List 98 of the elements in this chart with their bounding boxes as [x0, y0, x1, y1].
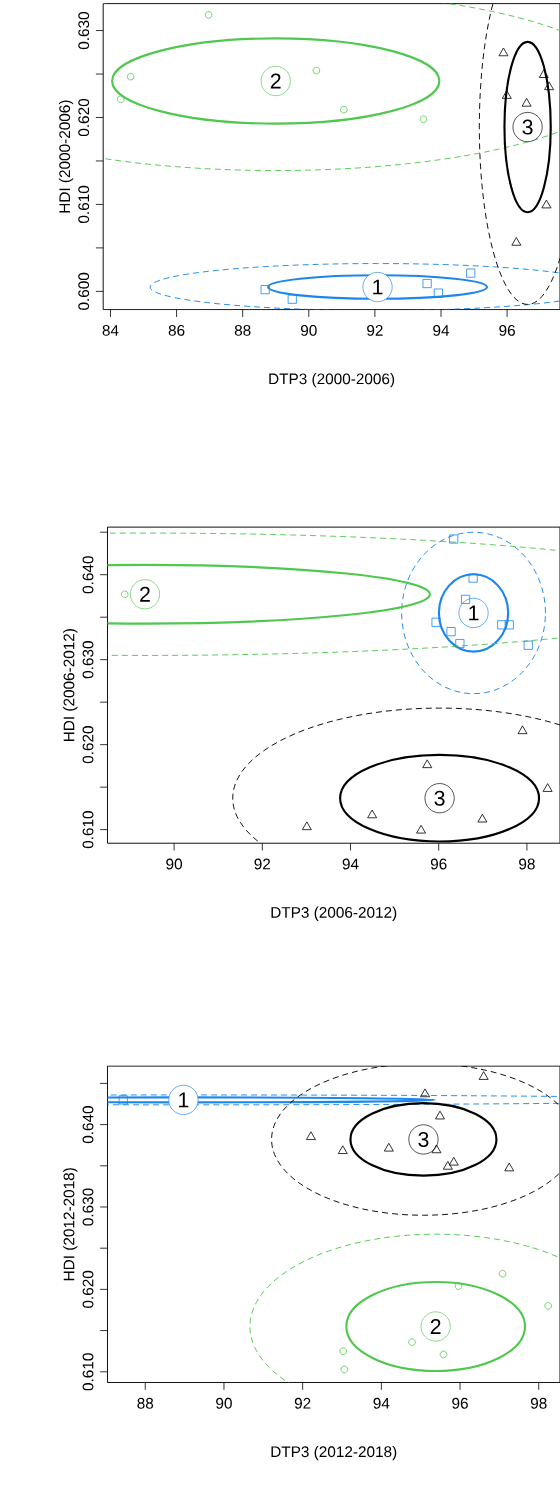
- point: [420, 1088, 430, 1098]
- point: [422, 759, 433, 769]
- point: [116, 95, 125, 103]
- point: [498, 47, 509, 57]
- point: [431, 617, 441, 627]
- point: [504, 1162, 515, 1172]
- point: [468, 573, 478, 583]
- y-tick-label: 0.640: [82, 556, 94, 594]
- point: [544, 81, 554, 91]
- x-tick-label: 94: [373, 1397, 390, 1409]
- annotation: 3: [418, 1131, 429, 1147]
- x-tick-label: 96: [452, 1397, 468, 1409]
- x-axis-title: DTP3 (2006-2012): [271, 906, 397, 921]
- x-tick-label: 84: [102, 325, 119, 336]
- annotation: 1: [469, 605, 479, 621]
- point: [461, 594, 471, 604]
- point: [497, 620, 507, 630]
- y-axis-title: HDI (2006-2012): [63, 629, 78, 742]
- point: [306, 1131, 316, 1140]
- point: [204, 11, 213, 19]
- point: [126, 72, 135, 81]
- x-tick-label: 98: [519, 858, 535, 870]
- y-tick-label: 0.630: [78, 11, 90, 50]
- point: [118, 1095, 128, 1105]
- point: [301, 821, 312, 831]
- y-axis-title: HDI (2012-2018): [63, 1168, 78, 1281]
- y-tick-label: 0.600: [78, 272, 90, 310]
- point: [435, 1110, 445, 1120]
- x-tick-label: 96: [499, 325, 515, 336]
- point: [477, 813, 488, 823]
- point: [422, 279, 432, 289]
- point: [340, 1365, 349, 1374]
- y-tick-label: 0.620: [82, 726, 94, 764]
- point: [544, 1302, 552, 1310]
- point: [339, 1347, 347, 1355]
- x-tick-label: 88: [137, 1397, 154, 1409]
- x-tick-label: 86: [168, 325, 185, 336]
- point: [120, 590, 129, 598]
- point: [542, 783, 553, 792]
- x-tick-label: 98: [530, 1397, 547, 1409]
- x-tick-label: 92: [367, 325, 383, 336]
- point: [287, 294, 297, 304]
- annotation: 3: [522, 119, 533, 135]
- x-tick-label: 90: [216, 1397, 232, 1409]
- point: [433, 288, 443, 298]
- point: [466, 268, 476, 278]
- point: [538, 69, 549, 78]
- point: [521, 97, 532, 107]
- point: [431, 1144, 442, 1154]
- point: [446, 627, 456, 637]
- point: [367, 809, 378, 819]
- point: [260, 285, 270, 295]
- point: [498, 1270, 507, 1278]
- y-tick-label: 0.640: [82, 1106, 94, 1144]
- annotation: 3: [434, 790, 445, 806]
- annotation: 2: [430, 1319, 441, 1334]
- x-tick-label: 88: [234, 325, 251, 336]
- point: [416, 824, 426, 834]
- y-tick-label: 0.610: [82, 811, 94, 849]
- y-axis-title: HDI (2000-2006): [58, 100, 74, 213]
- x-tick-label: 96: [430, 858, 447, 870]
- x-tick-label: 90: [166, 858, 183, 870]
- x-tick-label: 92: [254, 858, 271, 870]
- point: [439, 1350, 448, 1359]
- point: [337, 1145, 348, 1154]
- point: [383, 1142, 394, 1152]
- point: [448, 1156, 459, 1166]
- x-tick-label: 90: [300, 325, 317, 336]
- y-tick-label: 0.620: [82, 1270, 94, 1308]
- point: [454, 1282, 463, 1290]
- point: [419, 115, 428, 123]
- point: [511, 237, 522, 246]
- annotation: 2: [270, 73, 281, 89]
- point: [478, 1071, 489, 1080]
- point: [449, 534, 459, 544]
- annotation: 1: [179, 1092, 189, 1108]
- point: [408, 1338, 416, 1346]
- x-tick-label: 94: [433, 325, 450, 336]
- point: [312, 66, 321, 75]
- point: [340, 105, 348, 114]
- y-tick-label: 0.630: [82, 641, 94, 679]
- y-tick-label: 0.630: [82, 1188, 94, 1226]
- y-tick-label: 0.620: [78, 98, 90, 137]
- point: [442, 1161, 453, 1170]
- x-tick-label: 94: [342, 858, 359, 870]
- x-axis-title: DTP3 (2000-2006): [269, 373, 395, 388]
- annotation: 1: [373, 279, 383, 295]
- point: [541, 199, 552, 209]
- x-tick-label: 92: [294, 1397, 311, 1409]
- y-tick-label: 0.610: [82, 1353, 94, 1391]
- point: [504, 620, 514, 630]
- x-axis-title: DTP3 (2012-2018): [271, 1445, 397, 1461]
- point: [517, 725, 528, 735]
- point: [501, 90, 512, 99]
- y-tick-label: 0.610: [78, 185, 90, 224]
- annotation: 2: [140, 586, 150, 602]
- point: [455, 639, 465, 649]
- point: [523, 640, 533, 650]
